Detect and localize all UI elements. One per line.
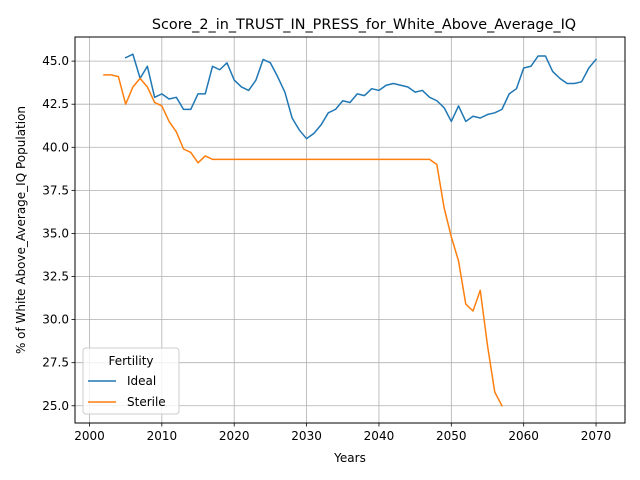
legend-label-sterile: Sterile (127, 395, 166, 409)
x-tick-label: 2030 (291, 429, 322, 443)
y-axis-label: % of White Above_Average_IQ Population (14, 106, 28, 354)
legend-label-ideal: Ideal (127, 374, 156, 388)
x-tick-label: 2000 (74, 429, 105, 443)
legend-title: Fertility (108, 354, 153, 368)
y-tick-label: 37.5 (42, 183, 69, 197)
x-axis-label: Years (333, 451, 366, 465)
x-tick-label: 2040 (364, 429, 395, 443)
x-tick-label: 2020 (219, 429, 250, 443)
y-tick-label: 27.5 (42, 356, 69, 370)
grid (75, 37, 625, 423)
y-tick-label: 45.0 (42, 54, 69, 68)
series-line-ideal (124, 53, 598, 140)
legend: Fertility Ideal Sterile (82, 347, 180, 415)
x-tick-label: 2070 (581, 429, 612, 443)
axes-frame (74, 36, 626, 424)
x-axis-ticks: 2000 2010 2020 2030 2040 2050 2060 2070 (74, 423, 611, 443)
series-layer (103, 53, 598, 407)
y-axis-ticks: 25.0 27.5 30.0 32.5 35.0 37.5 40.0 42.5 45.0 (42, 54, 75, 413)
y-tick-label: 25.0 (42, 399, 69, 413)
y-tick-label: 35.0 (42, 226, 69, 240)
x-tick-label: 2050 (436, 429, 467, 443)
x-tick-label: 2010 (147, 429, 178, 443)
y-tick-label: 30.0 (42, 313, 69, 327)
legend-box (82, 347, 180, 415)
series-line-sterile (103, 74, 503, 407)
x-tick-label: 2060 (508, 429, 539, 443)
chart-title: Score_2_in_TRUST_IN_PRESS_for_White_Abov… (152, 17, 576, 33)
y-tick-label: 42.5 (42, 97, 69, 111)
y-tick-label: 32.5 (42, 270, 69, 284)
y-tick-label: 40.0 (42, 140, 69, 154)
